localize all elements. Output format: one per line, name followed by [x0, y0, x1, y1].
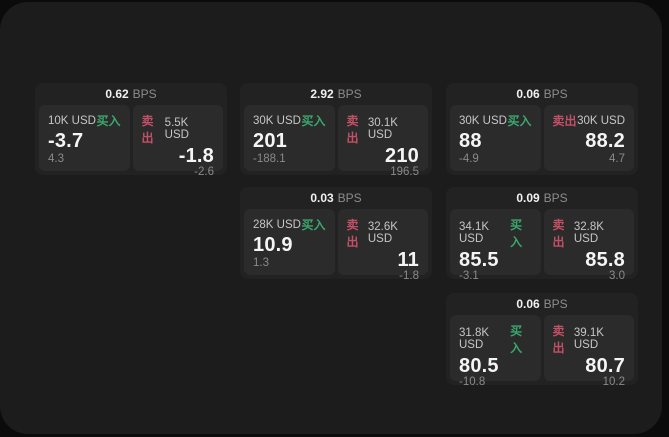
sell-amount: 32.8K USD: [573, 221, 604, 245]
buy-label[interactable]: 买入: [96, 114, 121, 128]
buy-price: 88: [459, 130, 482, 152]
sell-price: 85.8: [585, 249, 625, 271]
bps-unit: BPS: [337, 87, 362, 101]
sell-label[interactable]: 卖出: [552, 218, 565, 249]
buy-price: 85.5: [459, 249, 499, 271]
buy-panel[interactable]: 31.8K USD 买入 80.5 -10.8: [450, 315, 541, 388]
sell-amount: 32.6K USD: [367, 221, 398, 245]
sell-panel[interactable]: 卖出 32.8K USD 85.8 3.0: [543, 209, 634, 282]
buy-amount: 31.8K USD: [459, 327, 490, 351]
sell-sub-value: -1.8: [399, 270, 419, 282]
sell-label[interactable]: 卖出: [346, 114, 359, 145]
buy-panel[interactable]: 34.1K USD 买入 85.5 -3.1: [450, 209, 541, 282]
sell-sub-value: 3.0: [609, 270, 625, 282]
quote-card[interactable]: 0.09 BPS 34.1K USD 买入 85.5 -3.1 卖出 32.8K …: [446, 187, 638, 282]
bps-value: 0.06: [516, 87, 540, 101]
sell-panel[interactable]: 卖出 5.5K USD -1.8 -2.6: [132, 105, 223, 178]
buy-label[interactable]: 买入: [510, 324, 523, 355]
bps-unit: BPS: [543, 87, 568, 101]
sell-label[interactable]: 卖出: [346, 218, 359, 249]
buy-sub-value: 4.3: [48, 153, 64, 165]
sell-panel[interactable]: 卖出 30K USD 88.2 4.7: [543, 105, 634, 171]
buy-price: 10.9: [253, 234, 293, 256]
buy-price: 80.5: [459, 355, 499, 377]
sell-panel[interactable]: 卖出 39.1K USD 80.7 10.2: [543, 315, 634, 388]
card-header: 0.03 BPS: [244, 187, 428, 209]
buy-amount: 10K USD: [48, 114, 96, 127]
buy-panel[interactable]: 28K USD 买入 10.9 1.3: [244, 209, 335, 275]
sell-label[interactable]: 卖出: [552, 324, 565, 355]
sell-price: -1.8: [178, 145, 214, 167]
card-header: 0.06 BPS: [450, 83, 634, 105]
bps-unit: BPS: [132, 87, 157, 101]
main-panel: 0.62 BPS 10K USD 买入 -3.7 4.3 卖出 5.5K USD …: [0, 2, 662, 434]
sell-price: 11: [397, 249, 419, 271]
sell-sub-value: 196.5: [390, 166, 419, 178]
sell-amount: 30K USD: [577, 114, 625, 127]
buy-amount: 34.1K USD: [459, 221, 490, 245]
buy-sub-value: -3.1: [459, 270, 479, 282]
bps-value: 2.92: [310, 87, 334, 101]
bps-unit: BPS: [543, 297, 568, 311]
sell-price: 80.7: [585, 355, 625, 377]
sell-sub-value: 4.7: [609, 153, 625, 165]
sell-price: 210: [385, 145, 419, 167]
bps-value: 0.62: [105, 87, 129, 101]
buy-panel[interactable]: 30K USD 买入 201 -188.1: [244, 105, 335, 171]
sell-label[interactable]: 卖出: [141, 114, 154, 145]
quote-card[interactable]: 0.03 BPS 28K USD 买入 10.9 1.3 卖出 32.6K USD…: [240, 187, 432, 282]
buy-label[interactable]: 买入: [507, 114, 532, 128]
buy-label[interactable]: 买入: [301, 114, 326, 128]
buy-sub-value: 1.3: [253, 257, 269, 269]
quote-card[interactable]: 2.92 BPS 30K USD 买入 201 -188.1 卖出 30.1K U…: [240, 83, 432, 178]
quote-card[interactable]: 0.62 BPS 10K USD 买入 -3.7 4.3 卖出 5.5K USD …: [35, 83, 227, 178]
card-header: 0.62 BPS: [39, 83, 223, 105]
bps-unit: BPS: [337, 191, 362, 205]
buy-panel[interactable]: 10K USD 买入 -3.7 4.3: [39, 105, 130, 171]
quote-card[interactable]: 0.06 BPS 31.8K USD 买入 80.5 -10.8 卖出 39.1K…: [446, 293, 638, 388]
bps-value: 0.06: [516, 297, 540, 311]
sell-amount: 30.1K USD: [367, 117, 398, 141]
buy-price: -3.7: [48, 130, 84, 152]
buy-sub-value: -4.9: [459, 153, 479, 165]
sell-panel[interactable]: 卖出 30.1K USD 210 196.5: [337, 105, 428, 178]
buy-amount: 30K USD: [459, 114, 507, 127]
quote-card[interactable]: 0.06 BPS 30K USD 买入 88 -4.9 卖出 30K USD 88…: [446, 83, 638, 175]
buy-label[interactable]: 买入: [301, 218, 326, 232]
sell-sub-value: -2.6: [194, 166, 214, 178]
sell-label[interactable]: 卖出: [552, 114, 577, 128]
buy-amount: 28K USD: [253, 218, 301, 231]
card-header: 2.92 BPS: [244, 83, 428, 105]
buy-amount: 30K USD: [253, 114, 301, 127]
bps-unit: BPS: [543, 191, 568, 205]
buy-sub-value: -188.1: [253, 153, 286, 165]
buy-label[interactable]: 买入: [510, 218, 523, 249]
sell-sub-value: 10.2: [602, 376, 625, 388]
buy-panel[interactable]: 30K USD 买入 88 -4.9: [450, 105, 541, 171]
bps-value: 0.03: [310, 191, 334, 205]
sell-amount: 5.5K USD: [164, 117, 189, 141]
sell-panel[interactable]: 卖出 32.6K USD 11 -1.8: [337, 209, 428, 282]
buy-price: 201: [253, 130, 287, 152]
bps-value: 0.09: [516, 191, 540, 205]
card-header: 0.09 BPS: [450, 187, 634, 209]
sell-amount: 39.1K USD: [573, 327, 604, 351]
sell-price: 88.2: [585, 130, 625, 152]
buy-sub-value: -10.8: [459, 376, 486, 388]
card-header: 0.06 BPS: [450, 293, 634, 315]
